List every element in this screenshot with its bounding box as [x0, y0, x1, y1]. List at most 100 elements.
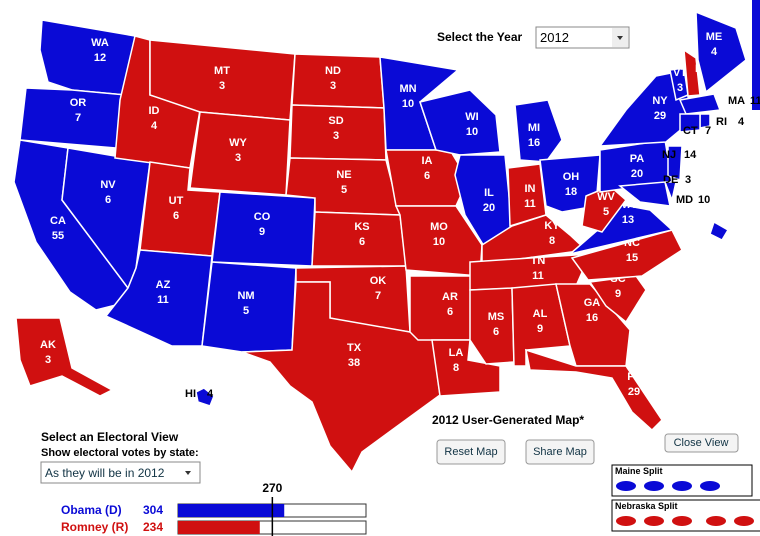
district-toggle[interactable] [616, 516, 636, 526]
state[interactable]: SD 3 [289, 104, 387, 161]
state-shape[interactable] [678, 93, 722, 115]
state[interactable]: MD 10 [618, 181, 710, 207]
state-shape[interactable] [15, 317, 114, 397]
close-button-text: Close View [674, 437, 729, 449]
state-shape[interactable] [663, 181, 677, 203]
state-votes: 11 [524, 198, 536, 210]
state-abbr: WY [229, 137, 247, 149]
state-votes: 5 [341, 184, 347, 196]
district-toggle[interactable] [644, 516, 664, 526]
state-votes: 4 [151, 120, 158, 132]
state-shape[interactable] [618, 181, 671, 207]
state-shape[interactable] [241, 281, 441, 474]
state-shape[interactable] [39, 19, 136, 96]
state[interactable]: NJ 14 [662, 145, 697, 182]
arrow-icon [617, 36, 623, 40]
close-button-box[interactable] [664, 433, 739, 453]
state-shape[interactable] [695, 10, 747, 94]
state[interactable]: CT 7 [679, 113, 711, 137]
state[interactable]: FL 29 [525, 348, 663, 432]
state-abbr: IL [484, 187, 494, 199]
state[interactable]: KS 6 [311, 211, 407, 267]
state-abbr: MO [430, 221, 448, 233]
state-abbr: NM [237, 290, 254, 302]
state-shape[interactable] [195, 387, 215, 407]
year-value: 2012 [540, 30, 569, 45]
state-votes: 10 [433, 236, 445, 248]
state-abbr: WA [91, 37, 109, 49]
state[interactable]: ME 4 [695, 10, 747, 94]
state-shape[interactable] [291, 53, 385, 109]
state[interactable]: WI 10 [419, 89, 501, 156]
state[interactable]: NM 5 [201, 261, 297, 353]
state-abbr: NJ [662, 149, 676, 161]
state[interactable]: TN 11 [469, 253, 592, 291]
state-shape[interactable] [514, 99, 563, 163]
edge-strip [752, 0, 760, 110]
view-select[interactable]: As they will be in 2012 [40, 461, 201, 484]
state-abbr: ND [325, 65, 341, 77]
state[interactable]: AZ 11 [104, 249, 213, 347]
split-label: Nebraska Split [615, 501, 678, 511]
state[interactable]: AK 3 [15, 317, 114, 397]
state-shape[interactable] [667, 145, 683, 182]
district-toggle[interactable] [672, 516, 692, 526]
state-shape[interactable] [525, 348, 663, 432]
state[interactable]: DE 3 [663, 174, 691, 203]
state-shape[interactable] [539, 154, 601, 213]
state-shape[interactable] [709, 220, 730, 241]
state-abbr: LA [449, 347, 464, 359]
state-votes: 5 [603, 206, 609, 218]
state-abbr: CO [254, 211, 271, 223]
reset-button[interactable]: Reset Map [436, 439, 506, 465]
state[interactable]: LA 8 [431, 339, 501, 397]
share-button-box[interactable] [525, 439, 595, 465]
year-select-box[interactable] [535, 26, 630, 49]
state-shape[interactable] [679, 113, 701, 133]
state[interactable]: TX 38 [241, 281, 441, 474]
state-votes: 4 [711, 46, 718, 58]
state[interactable]: CA 55 [13, 139, 129, 311]
view-select-box[interactable] [40, 461, 201, 484]
state[interactable]: DC 3 [709, 202, 735, 241]
state[interactable]: MA 11 [678, 93, 760, 115]
state[interactable]: MS 6 [469, 287, 515, 365]
state-shape[interactable] [569, 203, 674, 255]
state-abbr: OR [70, 97, 87, 109]
state-shape[interactable] [419, 89, 501, 156]
arrow-icon [185, 471, 191, 475]
district-toggle[interactable] [734, 516, 754, 526]
state[interactable]: WA 12 [39, 19, 136, 96]
district-toggle[interactable] [644, 481, 664, 491]
district-toggle[interactable] [706, 516, 726, 526]
state[interactable]: WY 3 [189, 111, 291, 196]
state[interactable]: ND 3 [291, 53, 385, 109]
state[interactable]: OR 7 [19, 87, 127, 149]
state-votes: 9 [615, 288, 621, 300]
state[interactable]: MI 16 [514, 99, 563, 163]
state-votes: 5 [243, 305, 249, 317]
district-toggle[interactable] [616, 481, 636, 491]
state[interactable]: HI 4 [185, 387, 215, 407]
view-title: Select an Electoral View [41, 430, 179, 444]
state-shape[interactable] [469, 287, 515, 365]
close-button[interactable]: Close View [664, 433, 739, 453]
state-votes: 29 [628, 386, 640, 398]
reset-button-box[interactable] [436, 439, 506, 465]
year-select[interactable]: 2012 [535, 26, 630, 49]
district-toggle[interactable] [700, 481, 720, 491]
candidate-votes: 234 [143, 520, 163, 534]
state-votes: 6 [173, 210, 179, 222]
state-votes: 7 [75, 112, 81, 124]
state-shape[interactable] [683, 48, 701, 97]
state-abbr: ME [706, 31, 723, 43]
state[interactable]: OH 18 [539, 154, 601, 213]
state[interactable]: CO 9 [211, 191, 316, 267]
split-box [611, 499, 760, 532]
share-button[interactable]: Share Map [525, 439, 595, 465]
state-votes: 55 [52, 230, 64, 242]
splits: Maine Split Nebraska Split [611, 464, 760, 532]
state-abbr: MI [528, 122, 540, 134]
district-toggle[interactable] [672, 481, 692, 491]
